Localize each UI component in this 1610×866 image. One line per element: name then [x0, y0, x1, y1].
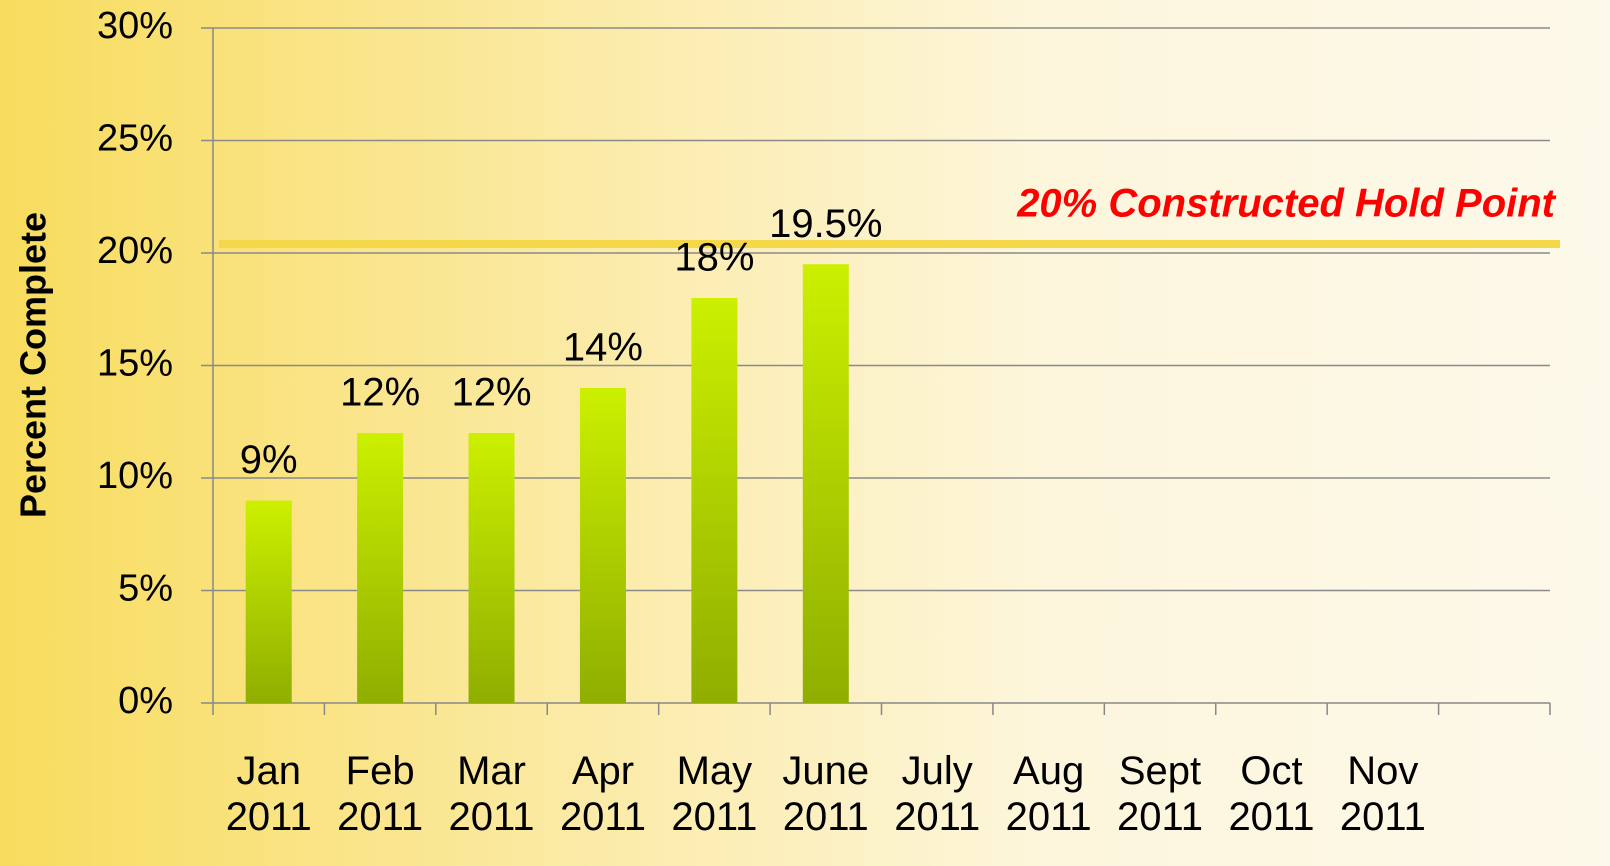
y-axis-label: Percent Complete — [13, 212, 54, 518]
x-tick-label: Feb 2011 — [337, 749, 424, 839]
value-label: 19.5% — [769, 202, 882, 246]
x-tick-label: Nov 2011 — [1339, 749, 1426, 839]
bar — [357, 433, 404, 703]
x-tick-label: Apr 2011 — [559, 749, 646, 839]
y-tick-label: 5% — [118, 568, 173, 610]
value-label: 12% — [340, 371, 420, 415]
y-tick-label: 10% — [97, 455, 173, 497]
bar — [802, 264, 849, 703]
value-label: 9% — [240, 438, 298, 482]
x-tick-label: July 2011 — [894, 749, 981, 839]
y-tick-label: 30% — [97, 5, 173, 47]
x-tick-label: May 2011 — [671, 749, 758, 839]
x-tick-label: Sept 2011 — [1117, 749, 1204, 839]
value-label: 14% — [563, 326, 643, 370]
x-tick-label: Oct 2011 — [1228, 749, 1315, 839]
reference-label: 20% Constructed Hold Point — [1016, 182, 1556, 226]
x-tick-label: Mar 2011 — [448, 749, 535, 839]
bar — [579, 388, 626, 703]
y-tick-label: 25% — [97, 118, 173, 160]
value-label: 12% — [452, 371, 532, 415]
x-tick-label: June 2011 — [782, 749, 870, 839]
y-tick-label: 15% — [97, 343, 173, 385]
y-tick-label: 20% — [97, 230, 173, 272]
value-label: 18% — [674, 236, 754, 280]
y-tick-label: 0% — [118, 680, 173, 722]
bar — [691, 298, 738, 703]
x-tick-label: Aug 2011 — [1005, 749, 1092, 839]
x-tick-label: Jan 2011 — [225, 749, 312, 839]
bar — [468, 433, 515, 703]
bar — [245, 500, 292, 703]
